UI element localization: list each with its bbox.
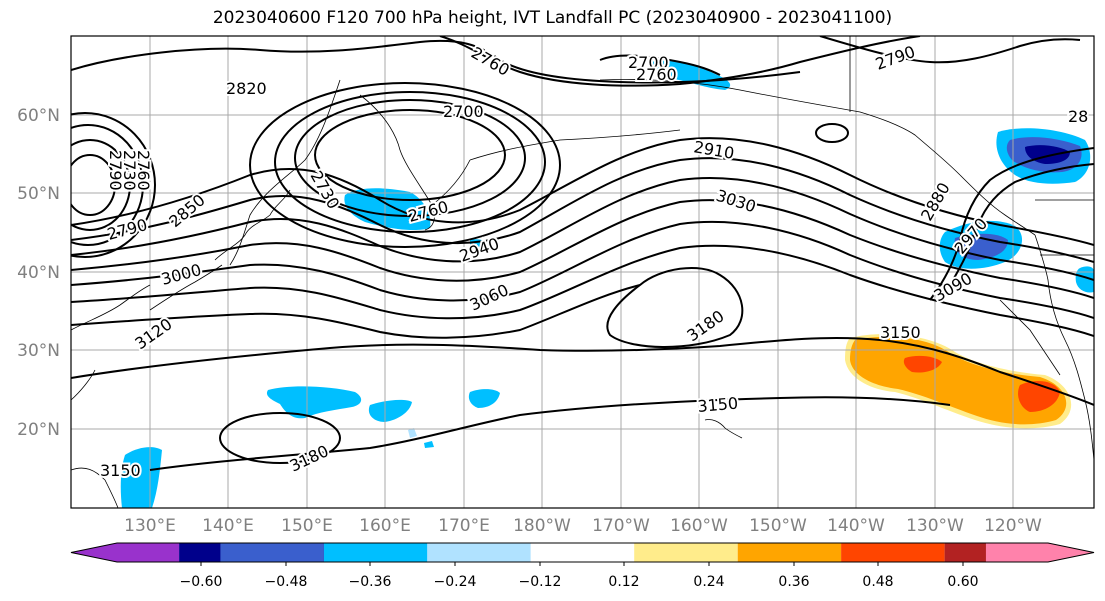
lat-label: 40°N	[17, 263, 60, 283]
contour-label: 3150	[697, 394, 739, 416]
colorbar-segment	[737, 543, 842, 562]
colorbar-segments	[70, 542, 1095, 566]
colorbar-outline	[70, 542, 1095, 563]
lon-label: 120°W	[984, 516, 1042, 536]
lon-label: 140°W	[827, 516, 885, 536]
colorbar-tick-label: −0.24	[434, 574, 477, 590]
lon-label: 160°E	[359, 516, 411, 536]
contour-label: 3150	[880, 323, 921, 342]
contour-label: 2730	[120, 150, 139, 191]
lon-label: 130°W	[906, 516, 964, 536]
longitude-labels: 130°E 140°E 150°E 160°E 170°E 180°W 170°…	[124, 516, 1042, 536]
colorbar-segment	[427, 543, 531, 562]
graticule	[71, 36, 1094, 508]
colorbar-tick-label: 0.48	[862, 574, 893, 590]
contour-label: 3150	[100, 461, 141, 480]
latitude-labels: 60°N 50°N 40°N 30°N 20°N	[17, 106, 60, 440]
colorbar-segment	[841, 543, 945, 562]
colorbar-segment	[634, 543, 738, 562]
colorbar-extend-low	[71, 543, 180, 562]
map-frame	[70, 35, 1095, 509]
colorbar: −0.60 −0.48 −0.36 −0.24 −0.12 0.12 0.24 …	[70, 542, 1095, 590]
lon-label: 150°E	[281, 516, 333, 536]
contour-label: 2790	[106, 150, 125, 191]
lat-label: 60°N	[17, 106, 60, 126]
colorbar-tick-label: −0.48	[265, 574, 308, 590]
contour-label: 2700	[443, 102, 484, 121]
colorbar-segment	[323, 543, 428, 562]
lon-label: 130°E	[124, 516, 176, 536]
ivt-shading	[120, 60, 1094, 508]
negative-anomaly-okhotsk	[344, 188, 431, 231]
contour-label: 2760	[636, 65, 677, 84]
contour-label: 2820	[226, 79, 267, 98]
lat-label: 50°N	[17, 184, 60, 204]
contour-label: 2760	[134, 150, 153, 191]
lon-label: 150°W	[749, 516, 807, 536]
colorbar-extend-high	[985, 543, 1094, 562]
lon-label: 180°W	[513, 516, 571, 536]
colorbar-tick-label: 0.36	[778, 574, 809, 590]
colorbar-tick-label: 0.60	[947, 574, 978, 590]
colorbar-tick-label: −0.60	[180, 574, 223, 590]
negative-anomaly-bering	[648, 60, 731, 90]
colorbar-tick-label: −0.12	[519, 574, 562, 590]
lon-label: 160°W	[670, 516, 728, 536]
lat-label: 30°N	[17, 341, 60, 361]
contour-label: 2700	[628, 53, 669, 72]
colorbar-ticks: −0.60 −0.48 −0.36 −0.24 −0.12 0.12 0.24 …	[180, 574, 979, 590]
height-contours	[71, 36, 1094, 471]
contour-label: 28	[1068, 107, 1088, 126]
lat-label: 20°N	[17, 420, 60, 440]
positive-anomaly-mexico	[850, 336, 1067, 425]
colorbar-tick-label: −0.36	[349, 574, 392, 590]
colorbar-tick-label: 0.12	[608, 574, 639, 590]
negative-anomaly-subtropic	[266, 386, 362, 419]
lon-label: 170°E	[438, 516, 490, 536]
colorbar-segment	[530, 543, 635, 562]
colorbar-tick-label: 0.24	[693, 574, 724, 590]
colorbar-segment	[220, 543, 324, 562]
lon-label: 170°W	[592, 516, 650, 536]
map-title: 2023040600 F120 700 hPa height, IVT Land…	[212, 8, 893, 28]
lon-label: 140°E	[202, 516, 254, 536]
